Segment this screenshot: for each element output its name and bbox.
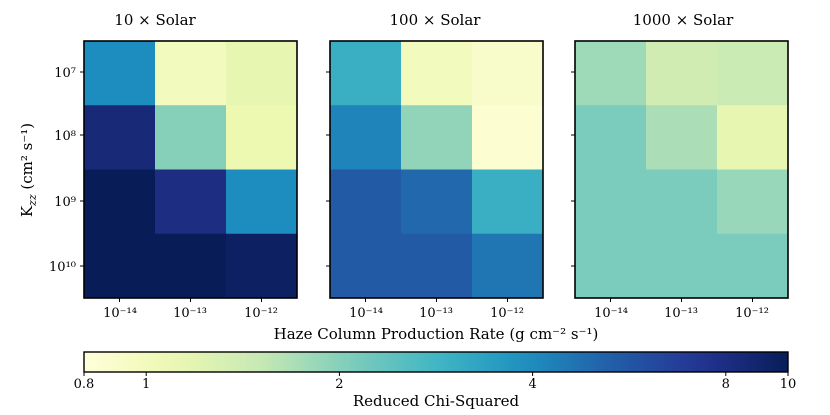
- heatmap-cell: [155, 41, 227, 106]
- heatmap-cell: [401, 233, 473, 299]
- panel-title-1000x: 1000 × Solar: [633, 11, 734, 29]
- x-tick-label-p0-0: 10⁻¹⁴: [103, 306, 137, 321]
- heatmap-panel-100x: [330, 41, 544, 299]
- colorbar-tick-label: 8: [722, 377, 730, 392]
- heatmap-cell: [717, 105, 789, 170]
- heatmap-cell: [575, 41, 647, 106]
- heatmap-cell: [330, 105, 402, 170]
- heatmap-cell: [330, 41, 402, 106]
- y-tick-labels: 10⁷ 10⁸ 10⁹ 10¹⁰: [49, 66, 76, 275]
- x-tick-label-p2-1: 10⁻¹³: [664, 306, 698, 321]
- heatmap-cell: [646, 233, 718, 299]
- heatmap-cell: [472, 169, 544, 235]
- heatmap-cell: [155, 105, 227, 170]
- heatmap-cell: [472, 105, 544, 170]
- panel-title-10x: 10 × Solar: [114, 11, 196, 29]
- heatmap-cell: [646, 41, 718, 106]
- heatmap-cell: [401, 169, 473, 235]
- heatmap-panel-10x: [84, 41, 298, 299]
- heatmap-cell: [155, 233, 227, 299]
- colorbar-tick-label: 4: [528, 377, 536, 392]
- colorbar-tick-label: 10: [780, 377, 797, 392]
- colorbar: [83, 351, 789, 373]
- panel-title-100x: 100 × Solar: [390, 11, 482, 29]
- tick-marks: [80, 71, 753, 302]
- heatmap-cell: [646, 105, 718, 170]
- x-tick-label-p0-1: 10⁻¹³: [173, 306, 207, 321]
- heatmap-cell: [401, 41, 473, 106]
- x-tick-label-p2-0: 10⁻¹⁴: [594, 306, 628, 321]
- y-tick-label-1e10: 10¹⁰: [49, 260, 76, 275]
- x-tick-labels: 10⁻¹⁴ 10⁻¹³ 10⁻¹² 10⁻¹⁴ 10⁻¹³ 10⁻¹² 10⁻¹…: [103, 306, 769, 321]
- heatmap-cell: [226, 233, 298, 299]
- heatmap-cell: [646, 169, 718, 235]
- heatmap-cell: [226, 41, 298, 106]
- y-axis-label-subscript: zz: [26, 194, 39, 207]
- y-tick-label-1e7: 10⁷: [54, 66, 76, 81]
- heatmap-cell: [330, 169, 402, 235]
- colorbar-ticks: 0.8 1 2 4 8 10: [74, 372, 797, 392]
- colorbar-tick-label: 2: [335, 377, 343, 392]
- y-axis-label-units: (cm² s⁻¹): [18, 123, 36, 195]
- heatmap-cell: [575, 105, 647, 170]
- heatmap-cell: [717, 233, 789, 299]
- x-tick-label-p1-2: 10⁻¹²: [490, 306, 524, 321]
- x-tick-label-p2-2: 10⁻¹²: [735, 306, 769, 321]
- heatmap-cell: [226, 105, 298, 170]
- heatmap-cell: [472, 41, 544, 106]
- heatmap-cell: [575, 233, 647, 299]
- heatmap-cell: [330, 233, 402, 299]
- heatmap-panel-1000x: [575, 41, 789, 299]
- x-tick-label-p0-2: 10⁻¹²: [244, 306, 278, 321]
- heatmap-cell: [84, 41, 156, 106]
- heatmap-cell: [226, 169, 298, 235]
- x-axis-label: Haze Column Production Rate (g cm⁻² s⁻¹): [274, 325, 599, 343]
- colorbar-label: Reduced Chi-Squared: [353, 392, 520, 410]
- heatmap-cell: [717, 169, 789, 235]
- heatmap-cell: [84, 105, 156, 170]
- heatmap-cell: [84, 233, 156, 299]
- x-tick-label-p1-1: 10⁻¹³: [419, 306, 453, 321]
- colorbar-tick-label: 1: [142, 377, 150, 392]
- heatmap-cell: [401, 105, 473, 170]
- heatmap-cell: [155, 169, 227, 235]
- x-tick-label-p1-0: 10⁻¹⁴: [349, 306, 383, 321]
- heatmap-cell: [472, 233, 544, 299]
- heatmap-cell: [84, 169, 156, 235]
- y-tick-label-1e8: 10⁸: [54, 129, 76, 144]
- heatmap-cell: [717, 41, 789, 106]
- y-tick-label-1e9: 10⁹: [54, 195, 76, 210]
- y-axis-label: Kzz (cm² s⁻¹): [18, 123, 39, 217]
- colorbar-tick-label: 0.8: [74, 377, 95, 392]
- heatmap-cell: [575, 169, 647, 235]
